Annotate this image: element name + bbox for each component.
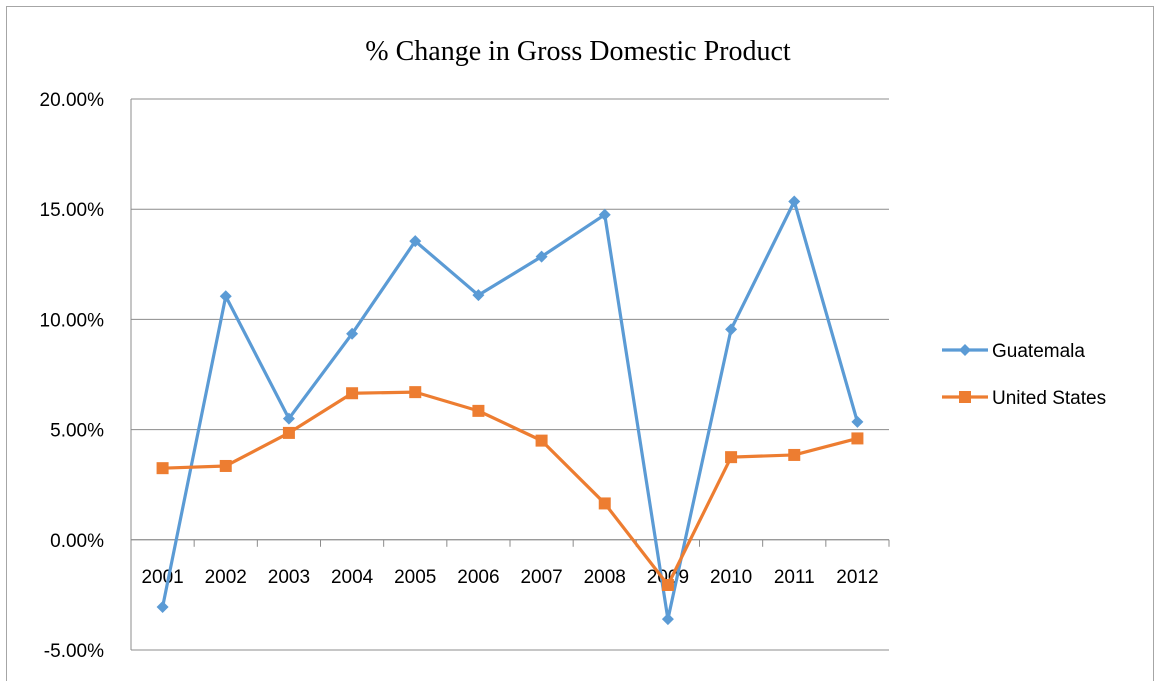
y-tick-label: 20.00% xyxy=(40,90,105,111)
legend-marker xyxy=(959,344,971,356)
data-point xyxy=(409,235,422,248)
legend-label: Guatemala xyxy=(992,341,1085,362)
data-point xyxy=(282,412,295,425)
data-point xyxy=(535,434,548,447)
data-point xyxy=(472,289,485,302)
chart-frame xyxy=(6,6,1154,681)
data-point xyxy=(282,426,295,439)
legend: Guatemala United States xyxy=(942,341,1106,409)
data-point xyxy=(788,448,801,461)
x-tick-label: 2012 xyxy=(836,567,878,588)
series-line xyxy=(161,199,859,621)
data-point xyxy=(851,415,864,428)
data-point xyxy=(725,323,738,336)
data-point xyxy=(156,601,169,614)
data-point xyxy=(661,613,674,626)
y-tick-label: 0.00% xyxy=(50,531,104,552)
legend-item: United States xyxy=(942,388,1106,409)
data-point xyxy=(156,462,169,475)
data-point xyxy=(472,404,485,417)
x-tick-label: 2008 xyxy=(584,567,626,588)
x-tick-label: 2002 xyxy=(205,567,247,588)
x-tick-label: 2010 xyxy=(710,567,752,588)
y-tick-label: 5.00% xyxy=(50,421,104,442)
y-tick-label: 10.00% xyxy=(40,310,105,331)
chart-title: % Change in Gross Domestic Product xyxy=(365,36,791,67)
legend-item: Guatemala xyxy=(942,341,1085,362)
series-group xyxy=(156,195,864,626)
data-point xyxy=(661,578,674,591)
x-tick-label: 2011 xyxy=(774,567,815,588)
x-tick-label: 2003 xyxy=(268,567,310,588)
x-tick-label: 2001 xyxy=(141,567,183,588)
data-point xyxy=(409,386,422,399)
legend-label: United States xyxy=(992,388,1106,409)
data-point xyxy=(346,327,359,340)
data-point xyxy=(598,208,611,221)
series-united-states xyxy=(156,386,864,591)
series-line xyxy=(162,390,858,587)
legend-marker xyxy=(959,391,971,403)
data-point xyxy=(219,459,232,472)
data-point xyxy=(598,497,611,510)
data-point xyxy=(346,387,359,400)
series-guatemala xyxy=(156,195,864,626)
x-tick-label: 2007 xyxy=(520,567,562,588)
data-point xyxy=(788,195,801,208)
x-tick-label: 2005 xyxy=(394,567,436,588)
data-point xyxy=(725,451,738,464)
y-tick-label: 15.00% xyxy=(40,200,105,221)
data-point xyxy=(851,432,864,445)
data-point xyxy=(535,250,548,263)
y-axis-ticks: -5.00% 0.00% 5.00% 10.00% 15.00% 20.00% xyxy=(40,90,105,662)
data-point xyxy=(219,290,232,303)
y-tick-label: -5.00% xyxy=(44,641,104,662)
x-tick-label: 2006 xyxy=(457,567,499,588)
x-axis: 2001 2002 2003 2004 2005 2006 2007 2008 2009 2010… xyxy=(130,539,890,588)
x-tick-label: 2004 xyxy=(331,567,374,588)
